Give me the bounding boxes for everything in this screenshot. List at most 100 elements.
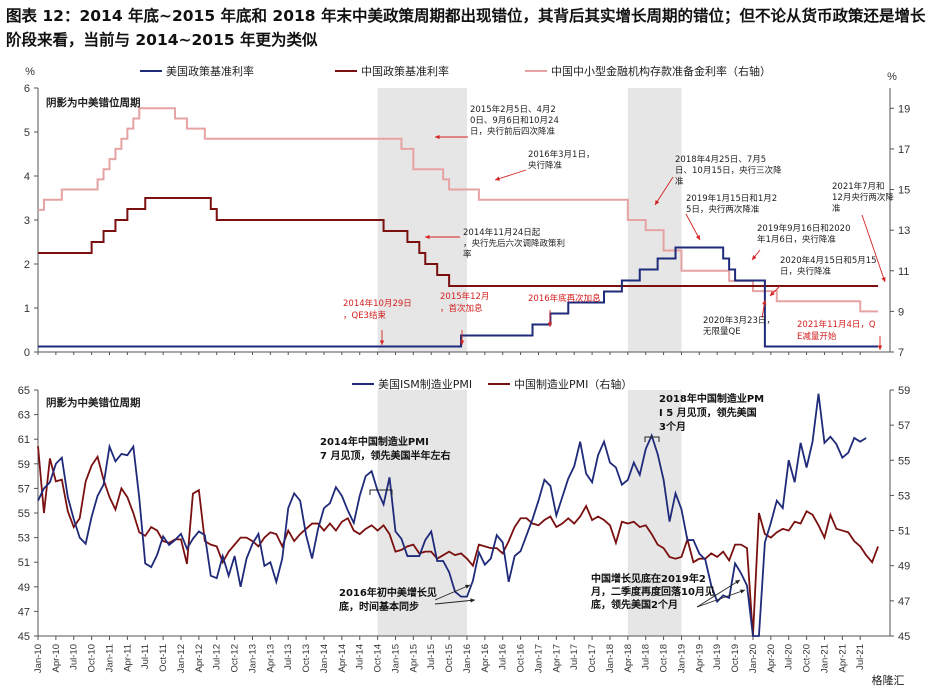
- arrow-2014-rates-head: [425, 234, 430, 240]
- arrow-2016-hike-head: [547, 322, 553, 327]
- x-tick-label: Oct-13: [301, 644, 312, 673]
- x-tick-label: Oct-14: [373, 644, 384, 673]
- x-tick-label: Jan-19: [676, 644, 687, 673]
- ann-2019-trough: 中国增长见底在2019年2 月，二季度再度回落10月见底，领先美国2个月: [590, 572, 715, 611]
- x-tick-label: Oct-12: [230, 644, 241, 673]
- y2-tick-label: 53: [898, 490, 910, 502]
- arrow-2015-hike-head: [459, 340, 465, 345]
- arrow-2019-rrr: [685, 213, 701, 241]
- y-tick-label: 2: [24, 259, 30, 271]
- x-tick-label: Jul-15: [426, 644, 437, 670]
- y2-tick-label: 19: [898, 103, 910, 115]
- arrow-2016-trough-a-head: [465, 584, 470, 589]
- arrow-2016-rrr-head: [495, 176, 500, 181]
- us-pmi-line: [37, 393, 867, 637]
- y-tick-label: 59: [18, 459, 30, 471]
- y2-tick-label: 51: [898, 526, 910, 538]
- x-tick-label: Apr-14: [337, 644, 348, 673]
- x-tick-label: Jul-14: [355, 644, 366, 670]
- y2-tick-label: 47: [898, 596, 910, 608]
- y2-tick-label: 57: [898, 420, 910, 432]
- x-tick-label: Apr-16: [480, 644, 491, 673]
- arrow-2016-rrr: [494, 169, 527, 181]
- cn-pmi-line: [37, 446, 879, 637]
- arrow-2018-rrr-head: [655, 200, 660, 205]
- x-tick-label: Apr-20: [766, 644, 777, 673]
- y-tick-label: 5: [24, 127, 30, 139]
- y2-tick-label: 15: [898, 185, 910, 197]
- y-tick-label: 1: [24, 303, 30, 315]
- ann-2016-trough: 2016年初中美增长见底，时间基本同步: [339, 586, 437, 613]
- arrow-2021-rrr: [861, 214, 886, 283]
- x-tick-label: Jan-10: [33, 644, 44, 673]
- x-tick-label: Jul-17: [569, 644, 580, 670]
- x-tick-label: Jul-20: [784, 644, 795, 670]
- x-tick-label: Jul-18: [641, 644, 652, 670]
- ann-2020-rrr-cuts: 2020年4月15日和5月15 日，央行降准: [780, 255, 877, 277]
- shade-label-bottom: 阴影为中美错位周期: [46, 396, 141, 409]
- arrow-2016-trough-b: [434, 599, 476, 605]
- ann-2016-rrr-cut: 2016年3月1日，央行降准: [528, 149, 594, 171]
- us-policy-rate-line: [38, 246, 879, 348]
- cn-policy-rate-line: [38, 197, 879, 287]
- y2-tick-label: 11: [898, 266, 909, 278]
- shade-period: [377, 390, 467, 636]
- x-tick-label: Apr-13: [265, 644, 276, 673]
- y-tick-label: 63: [18, 410, 30, 422]
- ann-2021-taper: 2021年11月4日，Q E减量开始: [797, 319, 876, 342]
- y-tick-label: 55: [18, 508, 30, 520]
- y-tick-label: 51: [18, 557, 30, 569]
- chart-title: 图表 12：2014 年底~2015 年底和 2018 年末中美政策周期都出现错…: [6, 7, 926, 49]
- ann-2015-hike: 2015年12月，首次加息: [440, 291, 489, 314]
- x-tick-label: Oct-10: [87, 644, 98, 673]
- legend-rrr: 中国中小型金融机构存款准备金利率（右轴）: [551, 64, 771, 78]
- y-tick-label: 4: [24, 171, 30, 183]
- y2-tick-label: 17: [898, 144, 910, 156]
- x-tick-label: Jul-11: [140, 644, 151, 669]
- legend-cn-pmi: 中国制造业PMI（右轴）: [514, 377, 632, 391]
- arrow-2018-rrr: [654, 176, 674, 206]
- y2-tick-label: 7: [898, 347, 904, 359]
- shade-period: [627, 390, 682, 636]
- x-tick-label: Jan-15: [390, 644, 401, 673]
- arrow-2019-rrr-head: [695, 235, 700, 240]
- bracket-2014: [369, 489, 393, 495]
- x-tick-label: Jan-21: [819, 644, 830, 673]
- x-tick-label: Jan-11: [104, 644, 115, 672]
- ann-2015-rrr-cuts: 2015年2月5日、4月2 0日、9月6日和10月24 日，央行前后四次降准: [470, 104, 559, 137]
- x-tick-label: Oct-20: [802, 644, 813, 673]
- x-tick-label: Jul-21: [855, 644, 866, 670]
- y-tick-label: 49: [18, 582, 30, 594]
- x-tick-label: Oct-15: [444, 644, 455, 673]
- x-tick-label: Apr-11: [122, 644, 133, 672]
- arrow-2016-trough-a: [434, 584, 471, 601]
- x-tick-label: Apr-19: [694, 644, 705, 673]
- shade-label-top: 阴影为中美错位周期: [46, 96, 141, 109]
- ann-2016-hike: 2016年底再次加息: [528, 293, 601, 304]
- y-unit-right: %: [887, 71, 897, 83]
- arrow-2021-rrr-head: [881, 277, 886, 282]
- ann-qe3-end: 2014年10月29日，QE3结束: [343, 298, 412, 321]
- x-tick-label: Apr-12: [194, 644, 205, 673]
- y-unit-left: %: [25, 66, 35, 78]
- ann-2018-rrr-cuts: 2018年4月25日、7月5 日、10月15日，央行三次降准: [675, 154, 782, 187]
- arrow-2016-trough-b-head: [470, 598, 475, 603]
- y2-tick-label: 13: [898, 225, 910, 237]
- x-tick-label: Oct-18: [659, 644, 670, 673]
- arrow-2015-rrr-head: [435, 134, 440, 140]
- x-tick-label: Jul-16: [498, 644, 509, 670]
- arrow-2019-trough-a-head: [735, 580, 740, 585]
- x-tick-label: Oct-17: [587, 644, 598, 673]
- x-tick-label: Oct-16: [516, 644, 527, 673]
- ann-2019-rrr-cuts: 2019年1月15日和1月2 5日，央行两次降准: [686, 193, 777, 215]
- x-tick-label: Jan-18: [605, 644, 616, 673]
- x-tick-label: Apr-17: [551, 644, 562, 673]
- arrow-taper-head: [877, 345, 883, 350]
- bracket-2018: [644, 436, 660, 442]
- legend-us-pmi: 美国ISM制造业PMI: [378, 377, 472, 391]
- ann-2014-pmi-peak: 2014年中国制造业PMI 7 月见顶，领先美国半年左右: [320, 435, 450, 462]
- arrow-2019-trough-b: [696, 589, 746, 608]
- x-tick-label: Jul-10: [69, 644, 80, 670]
- x-tick-label: Oct-19: [730, 644, 741, 673]
